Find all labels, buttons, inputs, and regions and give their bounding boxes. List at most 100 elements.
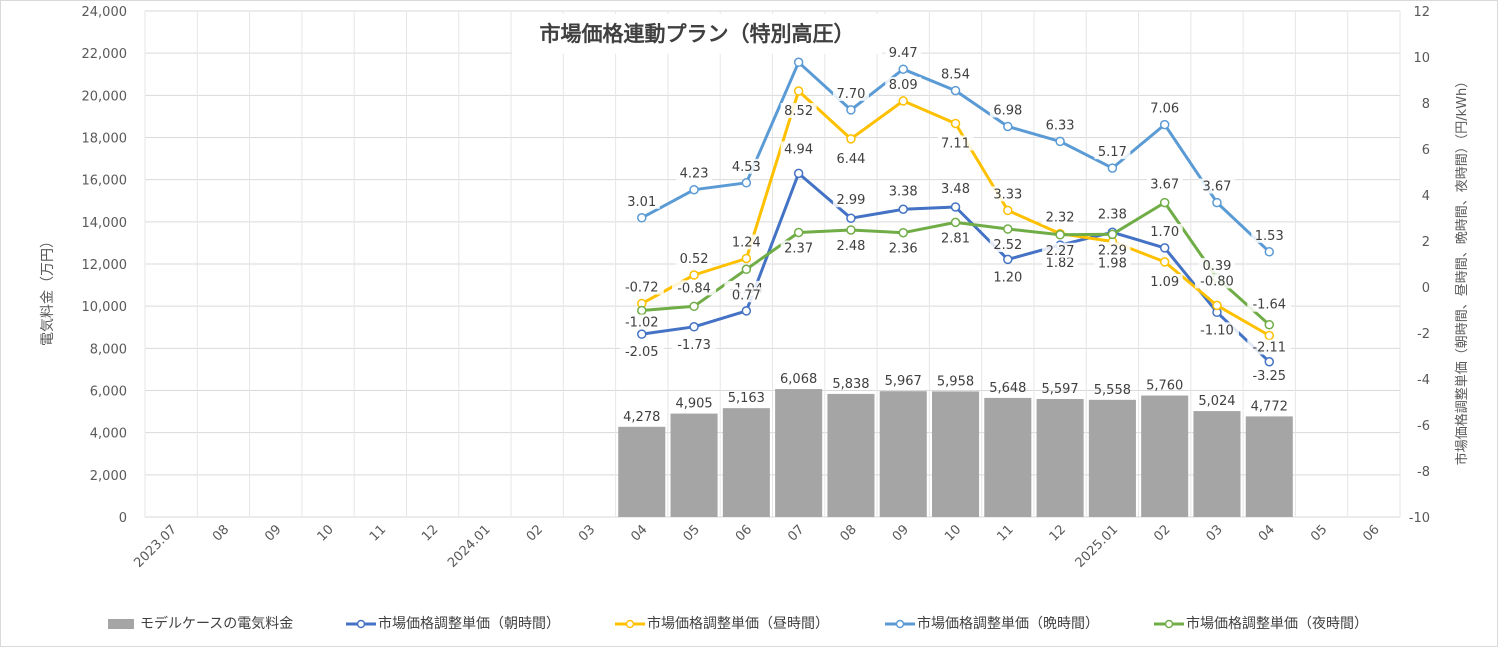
line-data-label-bg [885, 76, 922, 92]
series-point [689, 301, 699, 312]
legend-label-daytime: 市場価格調整単価（昼時間） [647, 616, 829, 632]
line-data-label-bg [619, 279, 664, 295]
y-right-tick-label: -6 [1417, 419, 1430, 434]
line-data-label-bg [619, 314, 664, 330]
x-tick-label: 2023.07 [131, 522, 180, 571]
bar [879, 391, 927, 517]
line-data-label-bg [619, 344, 664, 360]
bar-data-label: 5,597 [1041, 382, 1078, 397]
x-tick-label: 09 [262, 522, 284, 544]
series-point [741, 306, 752, 316]
y-left-tick-label: 18,000 [82, 132, 128, 147]
series-point [637, 305, 647, 316]
line-series-3 [637, 197, 1275, 330]
x-tick-label: 05 [1308, 522, 1330, 544]
line-data-label-bg [1198, 178, 1235, 194]
line-data-label: 2.38 [1098, 207, 1127, 222]
line-data-label: 7.70 [836, 87, 865, 102]
line-data-label-bg [1146, 100, 1183, 116]
bar [722, 408, 770, 517]
line-data-label-bg [937, 66, 974, 82]
line-data-label-bg [1198, 258, 1235, 274]
x-tick-label: 10 [942, 522, 964, 544]
series-point [793, 57, 804, 68]
legend-swatch-bars [108, 619, 134, 629]
y-right-tick-label: -10 [1409, 511, 1430, 526]
line-data-label: 3.01 [627, 195, 656, 210]
line-data-label: 3.38 [889, 184, 918, 199]
line-data-label-bg [937, 180, 974, 196]
x-tick-label: 04 [1256, 522, 1278, 544]
line-data-labels-3: -1.02 -0.84 0.77 2.37 2.48 2.36 2.81 2.52 2.27 2.… [619, 176, 1292, 330]
bar [1141, 395, 1189, 517]
line-data-label-bg [676, 165, 713, 181]
series-point [950, 202, 961, 212]
series-point [898, 227, 908, 238]
line-data-label-bg [728, 287, 765, 303]
series-point [1055, 136, 1065, 147]
line-data-label: 1.20 [993, 270, 1022, 285]
line-data-label: 8.52 [784, 104, 813, 119]
series-point [793, 168, 804, 179]
y-left-tick-label: 14,000 [82, 216, 128, 231]
y-left-tick-label: 20,000 [82, 89, 128, 104]
y-left-tick-label: 12,000 [82, 258, 128, 273]
line-data-label-bg [1042, 242, 1079, 258]
line-data-label: 2.52 [993, 238, 1022, 253]
line-data-label: 7.06 [1150, 102, 1179, 117]
series-point [898, 64, 908, 74]
line-data-label-bg [1194, 322, 1239, 338]
line-data-label-bg [1042, 255, 1079, 271]
series-point [793, 227, 804, 238]
y-left-tick-label: 4,000 [90, 427, 127, 442]
bar-data-label: 6,068 [780, 372, 817, 387]
line-data-label-bg [1251, 227, 1288, 243]
line-data-label-bg [1094, 206, 1131, 222]
bar-data-label: 5,648 [989, 381, 1026, 396]
line-data-label-bg [885, 45, 922, 61]
line-data-label: -0.72 [625, 281, 659, 296]
line-data-label: 1.53 [1255, 229, 1284, 244]
line-series-0 [637, 168, 1275, 367]
bar [618, 426, 666, 517]
line-data-label-bg [1194, 273, 1239, 289]
series-point [1003, 254, 1013, 265]
x-tick-label: 10 [315, 522, 337, 544]
bar-data-label: 4,772 [1251, 399, 1288, 414]
series-point [1264, 357, 1275, 367]
series-point [637, 329, 647, 339]
line-data-label-bg [989, 186, 1026, 202]
series-point [898, 96, 908, 106]
series-point [1212, 197, 1222, 208]
series-point [637, 213, 647, 223]
x-tick-label: 04 [628, 522, 650, 544]
series-point [1159, 243, 1170, 253]
series-point [1003, 121, 1013, 132]
line-data-label: 2.36 [889, 242, 918, 257]
series-point [1055, 230, 1065, 240]
bar-data-label: 4,905 [675, 397, 712, 412]
y-right-axis-title: 市場価格調整単価（朝時間、昼時間、晩時間、夜時間）（円/kWh） [1454, 75, 1470, 466]
line-data-label: 8.09 [889, 78, 918, 93]
bar-data-label: 4,278 [623, 410, 660, 425]
x-tick-label: 02 [524, 522, 546, 544]
x-tick-label: 03 [576, 522, 598, 544]
series-point [1003, 224, 1013, 234]
x-tick-label: 2025.01 [1073, 522, 1122, 571]
series-point [950, 217, 961, 228]
line-data-label-bg [780, 240, 817, 256]
y-right-tick-label: 4 [1422, 189, 1430, 204]
series-point [1212, 300, 1222, 311]
line-data-label-bg [885, 240, 922, 256]
series-point [689, 270, 699, 280]
series-line [641, 171, 1271, 363]
y-left-tick-label: 24,000 [82, 5, 128, 20]
line-data-label-bg [989, 269, 1026, 285]
line-data-label-bg [885, 183, 922, 199]
x-tick-label: 11 [994, 522, 1016, 544]
line-data-label-bg [780, 141, 817, 157]
bar-data-label: 5,958 [937, 374, 974, 389]
line-data-label: 3.33 [993, 187, 1022, 202]
line-data-label: -2.05 [625, 345, 659, 360]
